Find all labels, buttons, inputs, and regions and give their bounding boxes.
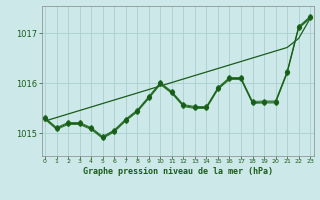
- X-axis label: Graphe pression niveau de la mer (hPa): Graphe pression niveau de la mer (hPa): [83, 167, 273, 176]
